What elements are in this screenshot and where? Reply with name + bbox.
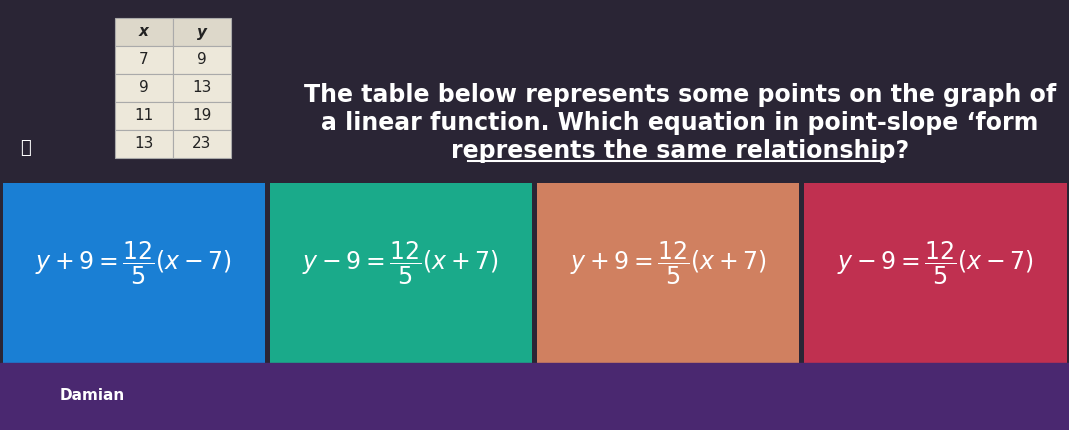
Bar (537, 183, 800, 363)
Bar (804, 183, 1067, 363)
Text: 9: 9 (197, 52, 207, 68)
Text: $y-9=\dfrac{12}{5}(x+7)$: $y-9=\dfrac{12}{5}(x+7)$ (303, 240, 499, 287)
Bar (2, 183, 265, 363)
Text: a linear function. Which equation in point-slope ‘form: a linear function. Which equation in poi… (322, 111, 1039, 135)
Bar (173, 102, 231, 130)
Bar (115, 46, 173, 74)
Text: represents the same relationship?: represents the same relationship? (451, 139, 909, 163)
Text: $y+9=\dfrac{12}{5}(x+7)$: $y+9=\dfrac{12}{5}(x+7)$ (570, 240, 766, 287)
Bar (115, 130, 173, 158)
Text: 11: 11 (135, 108, 154, 123)
Bar (173, 18, 231, 46)
Text: y: y (197, 25, 207, 40)
Text: $y+9=\dfrac{12}{5}(x-7)$: $y+9=\dfrac{12}{5}(x-7)$ (35, 240, 232, 287)
Bar (269, 183, 532, 363)
Bar (115, 18, 173, 46)
Bar (173, 74, 231, 102)
Text: The table below represents some points on the graph of: The table below represents some points o… (304, 83, 1056, 107)
Bar (173, 46, 231, 74)
Text: ⌕: ⌕ (20, 139, 31, 157)
Bar (115, 74, 173, 102)
Bar (115, 102, 173, 130)
Text: 13: 13 (135, 136, 154, 151)
Text: 13: 13 (192, 80, 212, 95)
Text: 7: 7 (139, 52, 149, 68)
Text: 19: 19 (192, 108, 212, 123)
Bar (173, 130, 231, 158)
Text: x: x (139, 25, 149, 40)
Text: 9: 9 (139, 80, 149, 95)
Text: Damian: Damian (60, 388, 125, 403)
Text: 23: 23 (192, 136, 212, 151)
Text: $y-9=\dfrac{12}{5}(x-7)$: $y-9=\dfrac{12}{5}(x-7)$ (837, 240, 1034, 287)
Bar (0, 363, 1069, 430)
